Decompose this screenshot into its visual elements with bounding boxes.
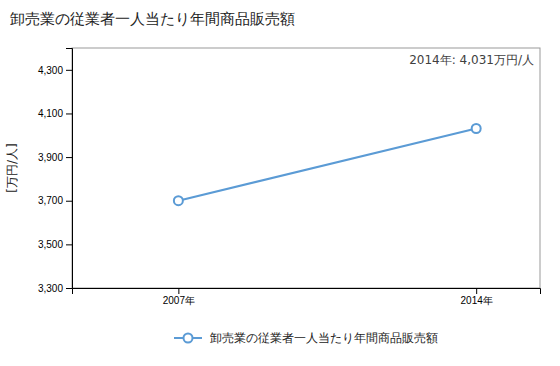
y-axis: 3,300 3,500 3,700 3,900 4,100 4,300 (38, 49, 73, 294)
x-axis: 2007年 2014年 (73, 288, 541, 306)
tick-label: 2014年 (461, 295, 493, 306)
y-tick: 3,300 (38, 283, 72, 294)
x-tick: 2014年 (461, 288, 493, 306)
tick-label: 3,300 (38, 283, 63, 294)
title: 卸売業の従業者一人当たり年間商品販売額 (10, 10, 295, 28)
legend-label: 卸売業の従業者一人当たり年間商品販売額 (210, 331, 438, 345)
legend: 卸売業の従業者一人当たり年間商品販売額 (174, 331, 438, 345)
tick-mark (66, 157, 72, 158)
y-tick: 4,100 (38, 108, 72, 119)
y-label: [万円/人] (5, 143, 19, 192)
point (174, 196, 183, 205)
line (178, 129, 476, 201)
axis-domain (73, 289, 541, 295)
y-tick: 3,900 (38, 152, 72, 163)
tick-label: 3,900 (38, 152, 63, 163)
tick-mark (66, 201, 72, 202)
tick-label: 3,500 (38, 239, 63, 250)
tick-mark (178, 288, 179, 294)
chart: 卸売業の従業者一人当たり年間商品販売額 3,300 3,500 3,700 3,900 4… (0, 0, 560, 366)
plot: 3,300 3,500 3,700 3,900 4,100 4,300 2007年 2014年… (38, 48, 541, 306)
plot-frame (72, 48, 540, 288)
tick-label: 4,100 (38, 108, 63, 119)
tick-mark (66, 113, 72, 114)
axis-domain (66, 49, 73, 289)
tick-mark (66, 70, 72, 71)
point (472, 124, 481, 133)
marks (174, 124, 481, 205)
y-tick: 3,500 (38, 239, 72, 250)
y-tick: 3,700 (38, 195, 72, 206)
tick-mark (476, 288, 477, 294)
annotation: 2014年: 4,031万円/人 (409, 53, 534, 67)
tick-label: 2007年 (163, 295, 195, 306)
tick-mark (66, 288, 72, 289)
tick-label: 3,700 (38, 195, 63, 206)
legend-marker (184, 334, 193, 343)
tick-label: 4,300 (38, 65, 63, 76)
x-tick: 2007年 (163, 288, 195, 306)
legend-item: 卸売業の従業者一人当たり年間商品販売額 (174, 331, 438, 345)
y-tick: 4,300 (38, 65, 72, 76)
tick-mark (66, 244, 72, 245)
